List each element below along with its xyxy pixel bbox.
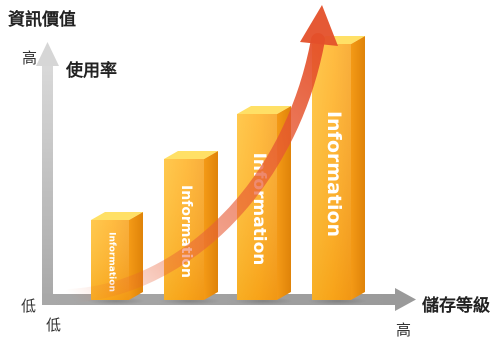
- bar-2: Information: [160, 151, 220, 305]
- x-axis-high-label: 高: [396, 321, 412, 339]
- x-axis-low-label: 低: [46, 316, 62, 334]
- y-axis-title: 資訊價值: [8, 10, 76, 30]
- bar-top: [164, 151, 218, 159]
- bar-label: Information: [107, 232, 117, 292]
- bar-4: Information: [308, 36, 367, 305]
- bar-3: Information: [233, 106, 293, 305]
- y-axis-arrow-icon: [36, 42, 59, 66]
- bar-side: [351, 36, 365, 300]
- y-axis: [36, 42, 59, 300]
- bar-label: Information: [323, 111, 345, 237]
- bar-top: [237, 106, 291, 114]
- y-axis-high-label: 高: [22, 49, 38, 67]
- rising-curved-arrow-icon: [63, 5, 338, 303]
- y-axis-metric-label: 使用率: [66, 61, 117, 81]
- x-axis-title: 儲存等級: [422, 296, 490, 316]
- bar-top: [91, 212, 143, 220]
- x-axis-arrow-icon: [395, 288, 416, 311]
- y-axis-low-label: 低: [21, 297, 37, 315]
- x-axis: [42, 288, 416, 311]
